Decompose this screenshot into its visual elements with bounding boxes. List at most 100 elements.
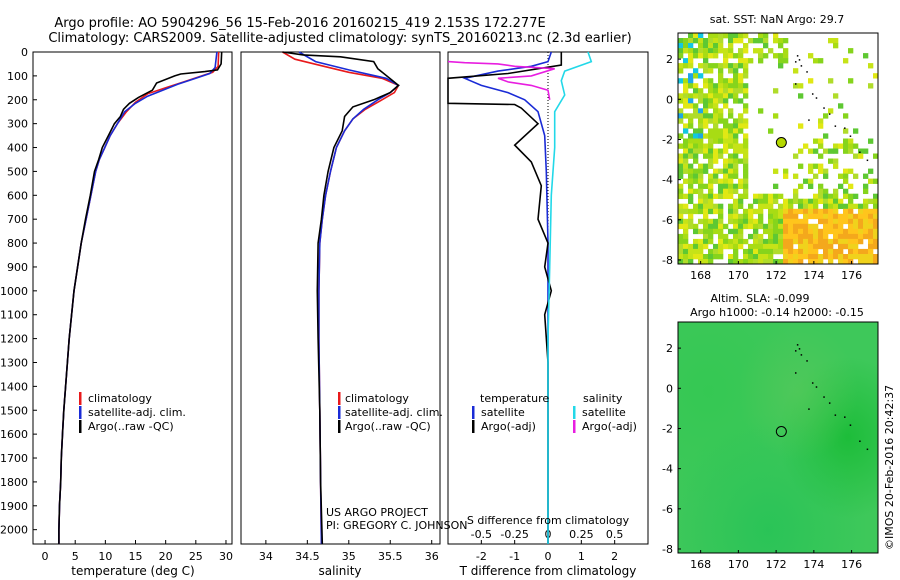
sst-cell [828, 208, 834, 215]
sst-cell [723, 233, 729, 240]
sst-cell [833, 188, 839, 195]
sst-cell [733, 238, 739, 245]
sst-cell [693, 128, 699, 134]
sst-cell [703, 153, 709, 159]
legend-label-climatology: climatology [88, 392, 152, 405]
sst-cell [768, 203, 774, 210]
sst-cell [683, 83, 689, 89]
sst-cell [688, 138, 694, 144]
legend-label-t-argo: Argo(-adj) [481, 420, 536, 433]
sst-cell [693, 53, 699, 59]
salinity-legend: climatology satellite-adj. clim. Argo(..… [338, 392, 443, 433]
sst-cell [678, 223, 684, 230]
sst-cell [843, 228, 849, 235]
sst-cell [683, 223, 689, 230]
sst-cell [683, 63, 689, 69]
sst-cell [688, 83, 694, 89]
sst-cell [683, 103, 689, 109]
sst-cell [693, 103, 699, 109]
legend-label-s-satellite: satellite [582, 406, 626, 419]
sst-cell [738, 33, 744, 39]
sst-cell [723, 103, 729, 109]
sst-cell [688, 173, 694, 179]
sst-cell [688, 148, 694, 154]
sst-cell [843, 203, 849, 210]
sst-cell [768, 198, 774, 205]
sst-cell [703, 143, 709, 149]
sst-cell [748, 254, 754, 260]
sst-cell [808, 238, 814, 245]
lat-tick-label: -6 [662, 503, 673, 516]
sst-cell [733, 198, 739, 205]
sst-cell [868, 213, 874, 220]
sst-cell [758, 208, 764, 215]
sst-cell [828, 248, 834, 255]
sst-cell [713, 138, 719, 144]
sst-cell [778, 63, 784, 69]
sst-cell [868, 198, 874, 205]
island-dot [866, 159, 869, 162]
sst-map-title: sat. SST: NaN Argo: 29.7 [710, 13, 844, 26]
float-position-marker [775, 137, 787, 149]
sst-cell [843, 148, 849, 154]
sst-cell [688, 208, 694, 215]
sst-cell [738, 113, 744, 119]
sst-cell [828, 193, 834, 200]
sst-cell [863, 228, 869, 235]
sst-cell [683, 248, 689, 255]
sst-cell [863, 248, 869, 255]
sst-cell [823, 223, 829, 230]
sst-cell [688, 178, 694, 184]
sst-cell [873, 198, 879, 205]
sst-cell [843, 233, 849, 240]
sst-cell [733, 163, 739, 169]
legend-swatch-t-satellite [472, 406, 475, 419]
sst-cell [808, 233, 814, 240]
x-tick-label: 15 [129, 550, 143, 563]
island-dot [815, 386, 818, 388]
sst-cell [838, 213, 844, 220]
sst-cell [688, 223, 694, 230]
sst-cell [778, 53, 784, 59]
sst-cell [688, 38, 694, 44]
sst-cell [873, 213, 879, 220]
sst-cell [863, 148, 869, 154]
sst-cell [703, 78, 709, 84]
sst-cell [868, 248, 874, 255]
island-dot [794, 61, 797, 63]
sst-cell [818, 198, 824, 205]
sst-cell [823, 208, 829, 215]
sst-cell [718, 218, 724, 225]
lat-tick-label: -2 [662, 422, 673, 435]
sst-cell [733, 83, 739, 89]
sst-cell [718, 93, 724, 99]
sst-cell [698, 163, 704, 169]
sst-cell [733, 168, 739, 174]
sst-cell [873, 259, 879, 265]
sst-cell [818, 118, 824, 124]
sst-cell [763, 198, 769, 205]
top-x-tick-label: 0.5 [606, 528, 624, 541]
sst-cell [713, 203, 719, 210]
sst-cell [733, 118, 739, 124]
sst-cell [823, 193, 829, 200]
sst-cell [688, 113, 694, 119]
sst-cell [698, 53, 704, 59]
sst-cell [768, 193, 774, 200]
sst-cell [813, 223, 819, 230]
sst-cell [743, 259, 749, 265]
sst-cell [753, 198, 759, 205]
sst-cell [703, 98, 709, 104]
sst-cell [678, 43, 684, 49]
sst-cell [863, 259, 869, 265]
sst-cell [793, 238, 799, 245]
sst-cell [793, 218, 799, 225]
sst-cell [833, 248, 839, 255]
sst-cell [728, 43, 734, 49]
sst-cell [743, 168, 749, 174]
series-t-argo-adj- [447, 52, 563, 544]
sst-cell [678, 98, 684, 104]
sst-cell [803, 203, 809, 210]
x-tick-label: 34.5 [295, 550, 320, 563]
sst-cell [778, 203, 784, 210]
